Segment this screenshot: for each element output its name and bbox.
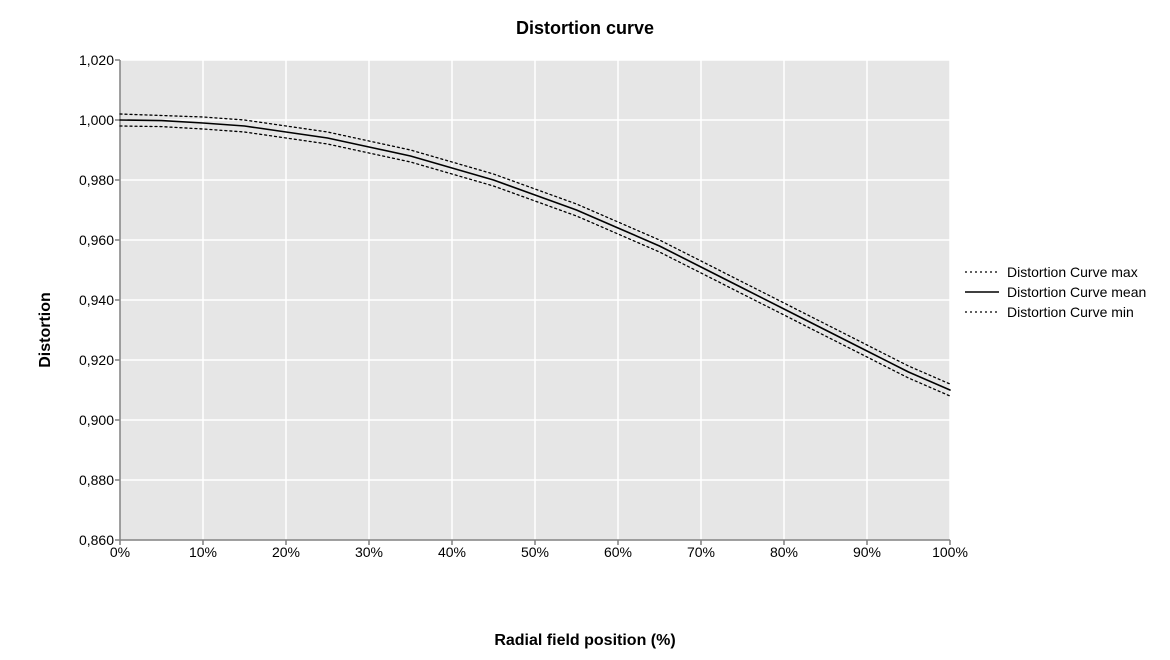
legend-label: Distortion Curve min — [1007, 304, 1134, 320]
x-tick-label: 50% — [521, 540, 549, 560]
x-tick-label: 10% — [189, 540, 217, 560]
y-tick-label: 0,960 — [79, 232, 120, 248]
y-axis-title: Distortion — [37, 292, 55, 368]
y-tick-label: 0,860 — [79, 532, 120, 548]
x-tick-label: 70% — [687, 540, 715, 560]
legend-item: Distortion Curve max — [965, 264, 1146, 280]
x-tick-label: 100% — [932, 540, 968, 560]
legend-swatch — [965, 265, 999, 279]
x-tick-label: 30% — [355, 540, 383, 560]
x-tick-label: 60% — [604, 540, 632, 560]
legend-label: Distortion Curve mean — [1007, 284, 1146, 300]
x-tick-label: 20% — [272, 540, 300, 560]
y-tick-label: 0,900 — [79, 412, 120, 428]
legend: Distortion Curve max Distortion Curve mea… — [965, 260, 1146, 324]
legend-swatch — [965, 285, 999, 299]
y-tick-label: 0,980 — [79, 172, 120, 188]
x-axis-title: Radial field position (%) — [0, 632, 1170, 650]
plot-area: 0%10%20%30%40%50%60%70%80%90%100%0,8600,… — [120, 60, 950, 540]
y-tick-label: 0,920 — [79, 352, 120, 368]
y-tick-label: 1,000 — [79, 112, 120, 128]
legend-item: Distortion Curve mean — [965, 284, 1146, 300]
legend-label: Distortion Curve max — [1007, 264, 1138, 280]
x-tick-label: 40% — [438, 540, 466, 560]
y-tick-label: 1,020 — [79, 52, 120, 68]
chart-title: Distortion curve — [0, 18, 1170, 39]
y-tick-label: 0,940 — [79, 292, 120, 308]
legend-item: Distortion Curve min — [965, 304, 1146, 320]
y-tick-label: 0,880 — [79, 472, 120, 488]
chart-container: Distortion curve Distortion 0%10%20%30%4… — [0, 0, 1170, 660]
legend-swatch — [965, 305, 999, 319]
x-tick-label: 90% — [853, 540, 881, 560]
plot-svg — [120, 60, 950, 540]
x-tick-label: 80% — [770, 540, 798, 560]
